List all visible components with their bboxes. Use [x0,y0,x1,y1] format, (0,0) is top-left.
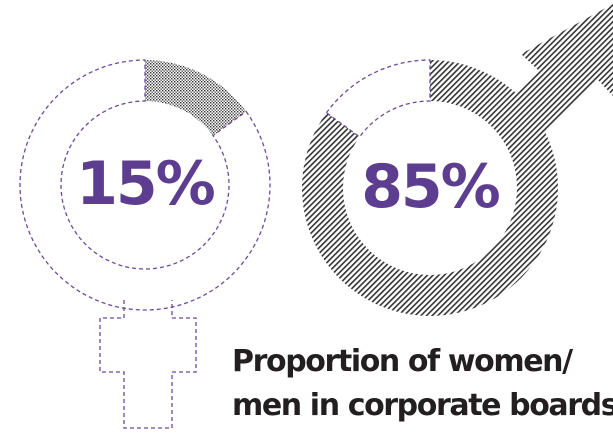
women-donut [19,59,271,311]
caption-line-1: Proportion of women/ [232,344,573,379]
male-symbol-icon: 85% [302,4,613,316]
men-share-slice [302,60,558,316]
women-percent-label: 15% [76,149,214,219]
female-cross-outline [99,300,197,429]
female-symbol-icon: 15% [19,59,271,429]
men-percent-label: 85% [361,152,499,222]
men-donut [302,59,558,316]
women-remainder-slice [19,59,271,311]
chart-caption: Proportion of women/ men in corporate bo… [232,340,613,428]
women-share-slice [145,60,247,136]
men-remainder-slice [325,59,431,138]
caption-line-2: men in corporate boards [232,388,613,423]
